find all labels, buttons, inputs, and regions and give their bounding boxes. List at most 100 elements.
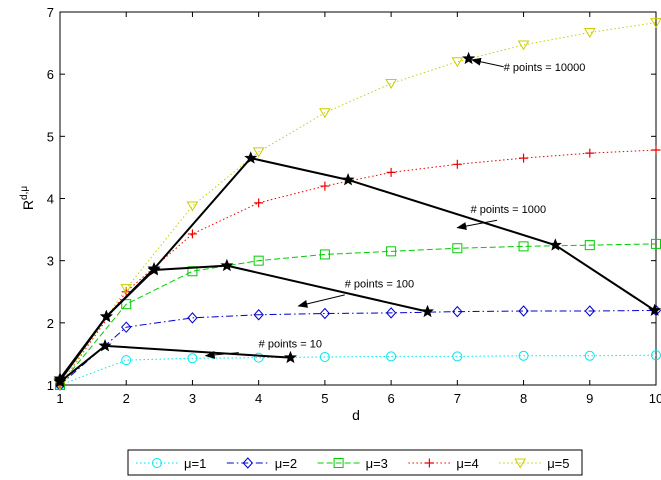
y-tick-label: 4 bbox=[47, 192, 54, 207]
legend-label: μ=1 bbox=[184, 456, 206, 471]
y-tick-label: 7 bbox=[47, 5, 54, 20]
data-point bbox=[584, 240, 595, 251]
star-marker bbox=[341, 173, 355, 186]
x-tick-label: 6 bbox=[387, 391, 394, 406]
x-tick-label: 2 bbox=[123, 391, 130, 406]
data-point bbox=[452, 305, 463, 318]
star-marker bbox=[99, 309, 113, 323]
data-point bbox=[252, 147, 265, 158]
annotation-arrow bbox=[456, 219, 498, 230]
x-tick-label: 5 bbox=[321, 391, 328, 406]
data-point bbox=[186, 201, 199, 212]
x-tick-label: 4 bbox=[255, 391, 262, 406]
data-point bbox=[121, 321, 132, 333]
data-point bbox=[517, 40, 530, 51]
legend-item-3: μ=3 bbox=[317, 456, 388, 471]
legend-item-1: μ=1 bbox=[136, 456, 206, 471]
y-tick-label: 1 bbox=[47, 378, 54, 393]
annotation-arrow bbox=[204, 350, 239, 359]
star-marker bbox=[147, 261, 161, 275]
legend-label: μ=5 bbox=[547, 456, 569, 471]
y-tick-label: 6 bbox=[47, 67, 54, 82]
data-point bbox=[518, 350, 529, 361]
data-point bbox=[121, 299, 132, 310]
series-line bbox=[59, 22, 657, 386]
series-2 bbox=[54, 304, 661, 391]
data-point bbox=[584, 305, 595, 317]
data-point bbox=[451, 57, 464, 68]
y-axis-label-superscript: d,μ bbox=[19, 186, 30, 200]
annotation-arrow bbox=[297, 294, 345, 308]
x-tick-label: 10 bbox=[649, 391, 661, 406]
legend-label: μ=2 bbox=[275, 456, 297, 471]
data-point bbox=[386, 167, 396, 177]
data-point bbox=[452, 243, 463, 254]
data-point bbox=[319, 249, 330, 260]
data-point bbox=[121, 355, 132, 366]
legend-item-5: μ=5 bbox=[499, 456, 570, 471]
star-marker bbox=[648, 303, 661, 316]
data-point bbox=[385, 78, 397, 89]
star-marker bbox=[53, 371, 67, 385]
data-point bbox=[254, 198, 264, 208]
legend-marker bbox=[424, 458, 434, 468]
x-tick-label: 1 bbox=[56, 391, 63, 406]
legend-marker bbox=[152, 458, 162, 468]
points-curve-4 bbox=[462, 51, 476, 65]
star-marker bbox=[220, 258, 234, 272]
data-point bbox=[452, 351, 463, 362]
y-tick-label: 5 bbox=[47, 129, 54, 144]
annotation-2: # points = 100 bbox=[297, 278, 414, 308]
data-point bbox=[187, 353, 198, 364]
y-tick-label: 3 bbox=[47, 254, 54, 269]
legend-marker bbox=[514, 458, 527, 469]
annotation-3: # points = 1000 bbox=[456, 204, 546, 230]
annotation-arrow bbox=[470, 57, 504, 68]
data-point bbox=[253, 352, 264, 363]
star-marker bbox=[421, 304, 435, 318]
data-point bbox=[385, 307, 397, 319]
star-marker bbox=[283, 350, 297, 364]
star-marker bbox=[244, 151, 258, 164]
data-point bbox=[651, 145, 661, 155]
points-curve-3 bbox=[53, 151, 661, 385]
data-point bbox=[253, 309, 264, 321]
data-point bbox=[187, 229, 197, 239]
series-line bbox=[59, 309, 657, 386]
legend-marker bbox=[333, 458, 344, 468]
data-point bbox=[319, 307, 331, 320]
annotation-label: # points = 10 bbox=[259, 339, 322, 351]
data-point bbox=[120, 284, 133, 295]
annotation-label: # points = 100 bbox=[345, 278, 414, 290]
data-point bbox=[319, 352, 330, 363]
data-point bbox=[518, 305, 529, 317]
data-point bbox=[319, 108, 331, 119]
data-point bbox=[386, 351, 397, 362]
star-marker bbox=[462, 51, 476, 65]
legend-label: μ=4 bbox=[456, 456, 478, 471]
legend-label: μ=3 bbox=[366, 456, 388, 471]
annotation-label: # points = 10000 bbox=[504, 62, 586, 74]
y-axis-label-main: R bbox=[20, 200, 36, 210]
svg-text:Rd,μ: Rd,μ bbox=[19, 186, 36, 210]
data-point bbox=[320, 181, 330, 191]
x-tick-label: 8 bbox=[520, 391, 527, 406]
legend: μ=1 μ=2 μ=3 μ=4 μ=5 bbox=[127, 449, 583, 476]
data-point bbox=[187, 312, 198, 324]
data-point bbox=[519, 153, 529, 163]
data-point bbox=[585, 148, 595, 158]
legend-item-4: μ=4 bbox=[408, 456, 479, 471]
x-tick-label: 7 bbox=[454, 391, 461, 406]
star-marker bbox=[98, 339, 112, 352]
legend-marker bbox=[242, 457, 253, 469]
series-line bbox=[59, 354, 657, 386]
x-tick-label: 3 bbox=[189, 391, 196, 406]
star-marker bbox=[548, 238, 562, 251]
legend-item-2: μ=2 bbox=[226, 456, 297, 471]
data-point bbox=[386, 246, 397, 257]
y-axis-label: Rd,μ bbox=[19, 186, 36, 210]
x-tick-label: 9 bbox=[586, 391, 593, 406]
y-tick-label: 2 bbox=[47, 316, 54, 331]
data-point bbox=[583, 28, 596, 39]
